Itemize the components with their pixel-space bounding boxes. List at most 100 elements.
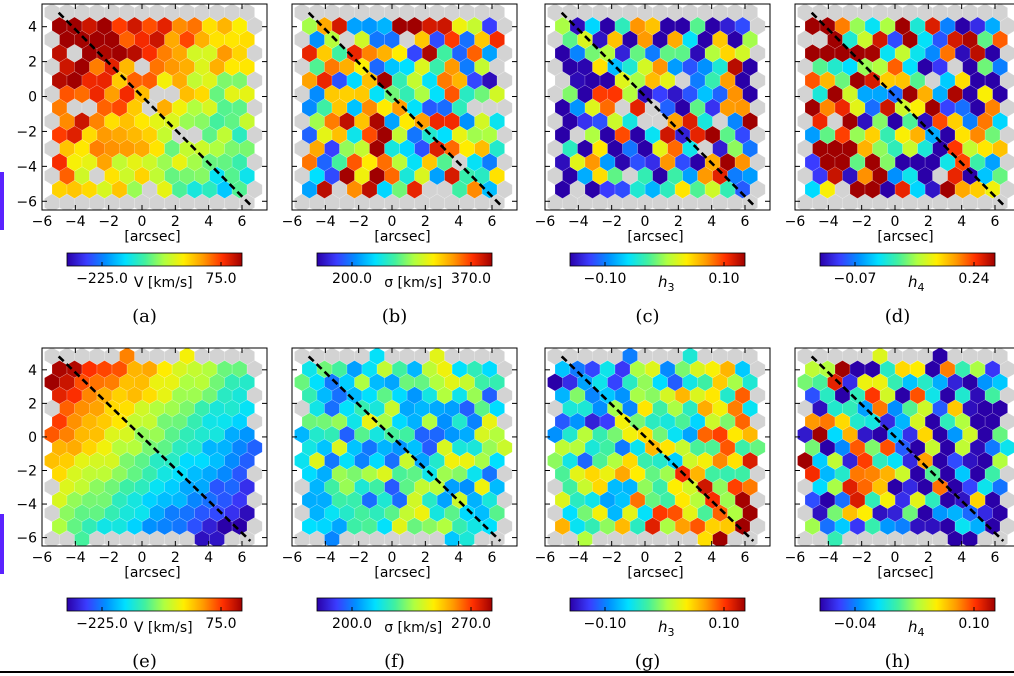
hex-map	[547, 348, 766, 546]
kinematic-axis-line	[810, 11, 1005, 206]
panel-label: (a)	[132, 306, 157, 327]
colorbar-max-label: 0.10	[708, 616, 739, 632]
cropped-colorbar-sliver	[0, 172, 4, 230]
colorbar	[316, 597, 493, 612]
x-tick-label: −4	[315, 550, 336, 566]
y-tick-label: 2	[28, 396, 37, 412]
kinematic-axis-line	[57, 11, 252, 206]
colorbar-label: h3	[658, 618, 675, 639]
x-tick-label: 2	[924, 550, 933, 566]
panel-label: (c)	[635, 306, 659, 327]
hex-map	[797, 4, 1014, 210]
colorbar-label: σ [km/s]	[384, 620, 442, 636]
x-tick-label: −2	[98, 214, 119, 230]
masked-bin	[742, 348, 758, 366]
x-tick-label: −4	[315, 214, 336, 230]
x-tick-label: −4	[568, 550, 589, 566]
colorbar-min-label: −0.04	[834, 616, 877, 632]
x-tick-label: −2	[348, 214, 369, 230]
panel-label: (e)	[132, 651, 157, 672]
x-tick-label: 4	[454, 214, 463, 230]
masked-bin	[992, 348, 1008, 366]
x-tick-label: 4	[957, 550, 966, 566]
x-tick-label: −6	[535, 214, 556, 230]
colorbar	[569, 252, 746, 267]
x-tick-label: 6	[238, 214, 247, 230]
panel-c: −6 −4 −2 0 2 4 6 [arcsec] −0.10 0.10 h3 (c)	[535, 3, 771, 327]
x-tick-label: 0	[138, 550, 147, 566]
colorbar-max-label: 0.10	[958, 616, 989, 632]
hex-map	[797, 348, 1014, 546]
y-tick-label: 0	[28, 90, 37, 106]
axes-frame	[41, 347, 268, 547]
x-tick-label: 4	[204, 214, 213, 230]
kinematic-axis-line	[560, 355, 755, 542]
colorbar-min-label: −0.10	[584, 616, 627, 632]
y-tick-label: −2	[16, 124, 37, 140]
x-tick-label: −2	[851, 214, 872, 230]
x-tick-label: −4	[568, 214, 589, 230]
colorbar	[66, 252, 243, 267]
axes-frame	[794, 347, 1014, 547]
axes-frame	[544, 3, 771, 211]
x-axis-label: [arcsec]	[374, 229, 430, 245]
x-tick-label: 2	[924, 214, 933, 230]
x-axis-label: [arcsec]	[124, 565, 180, 581]
x-tick-label: 0	[891, 214, 900, 230]
kinematic-axis-line	[57, 355, 252, 542]
x-tick-label: 6	[488, 214, 497, 230]
x-tick-label: 0	[138, 214, 147, 230]
x-axis-label: [arcsec]	[877, 229, 933, 245]
x-tick-label: −6	[282, 214, 303, 230]
x-tick-label: −2	[851, 550, 872, 566]
x-tick-label: −4	[65, 214, 86, 230]
masked-bin	[239, 348, 255, 366]
masked-bin	[239, 4, 255, 22]
x-axis-label: [arcsec]	[627, 565, 683, 581]
x-tick-label: 0	[388, 214, 397, 230]
panel-a: −6 −4 −2 0 2 4 6 4 2 0 −2 −4 −6 [arcsec] −225.0 75.0 V […	[16, 3, 268, 327]
x-tick-label: 6	[991, 214, 1000, 230]
hex-map	[44, 348, 263, 546]
masked-bin	[742, 4, 758, 22]
colorbar-label: h3	[658, 273, 675, 294]
panel-b: −6 −4 −2 0 2 4 6 [arcsec] 200.0 370.0 σ [km/s] (b)	[282, 3, 518, 327]
x-tick-label: 2	[421, 214, 430, 230]
colorbar-label: h4	[908, 618, 925, 639]
x-tick-label: 6	[238, 550, 247, 566]
colorbar-min-label: −225.0	[76, 616, 128, 632]
x-tick-label: 4	[204, 550, 213, 566]
colorbar-label: V [km/s]	[134, 275, 193, 291]
masked-bin	[992, 4, 1008, 22]
x-tick-label: −2	[98, 550, 119, 566]
x-tick-label: −6	[32, 214, 53, 230]
x-tick-label: 2	[421, 550, 430, 566]
y-tick-label: 4	[28, 20, 37, 36]
x-tick-label: −4	[818, 550, 839, 566]
x-tick-label: 4	[454, 550, 463, 566]
colorbar-min-label: −0.07	[834, 271, 877, 287]
x-tick-label: 0	[388, 550, 397, 566]
x-tick-label: −6	[785, 214, 806, 230]
colorbar	[819, 597, 996, 612]
hex-map	[547, 4, 766, 210]
axes-frame	[544, 347, 771, 547]
x-tick-label: −4	[818, 214, 839, 230]
kinematic-axis-line	[560, 11, 755, 206]
x-tick-label: −4	[65, 550, 86, 566]
x-tick-label: 4	[707, 550, 716, 566]
x-tick-label: −6	[785, 550, 806, 566]
panel-label: (f)	[384, 651, 405, 672]
x-tick-label: −6	[282, 550, 303, 566]
x-tick-label: 6	[991, 550, 1000, 566]
panel-label: (h)	[885, 651, 911, 672]
x-tick-label: 0	[641, 550, 650, 566]
panel-label: (b)	[382, 306, 408, 327]
panel-h: −6 −4 −2 0 2 4 6 [arcsec] −0.04 0.10 h4 (h)	[785, 347, 1014, 672]
y-tick-label: −6	[16, 194, 37, 210]
x-axis-label: [arcsec]	[877, 565, 933, 581]
kinematic-axis-line	[307, 355, 502, 542]
x-tick-label: 2	[674, 550, 683, 566]
colorbar	[569, 597, 746, 612]
